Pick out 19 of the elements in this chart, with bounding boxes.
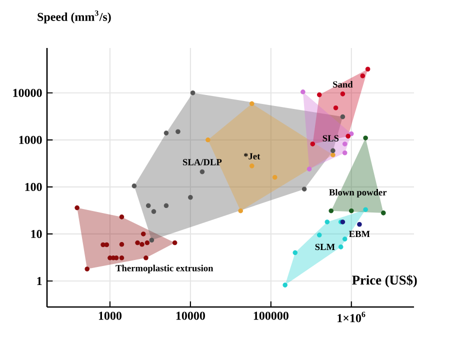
series-label: SLM (315, 244, 335, 250)
x-axis-title: Price (US$) (352, 274, 417, 288)
y-tick-label: 1 (37, 277, 42, 285)
x-tick-label: 1×10$^{6}$ (338, 312, 366, 322)
series-label: Thermoplastic extrusion (116, 264, 214, 274)
y-tick-label: 100 (25, 182, 42, 191)
series-label: Sand (333, 81, 353, 88)
x-tick-label: 10000 (176, 312, 205, 320)
y-tick-label: 1000 (19, 136, 42, 144)
series-label: Blown powder (329, 188, 387, 198)
y-tick-label: 10000 (13, 88, 42, 97)
x-tick-label: 1000 (98, 312, 122, 320)
series-label: EBM (349, 230, 370, 238)
series-label: SLS (322, 135, 339, 142)
x-tick-label: 100000 (254, 312, 288, 320)
y-tick-label: 10 (31, 230, 42, 238)
y-axis-title: Speed (mm$^{3}$/s) (38, 10, 111, 24)
series-label: SLA/DLP (183, 159, 222, 166)
series-label: *Jet (244, 153, 260, 160)
